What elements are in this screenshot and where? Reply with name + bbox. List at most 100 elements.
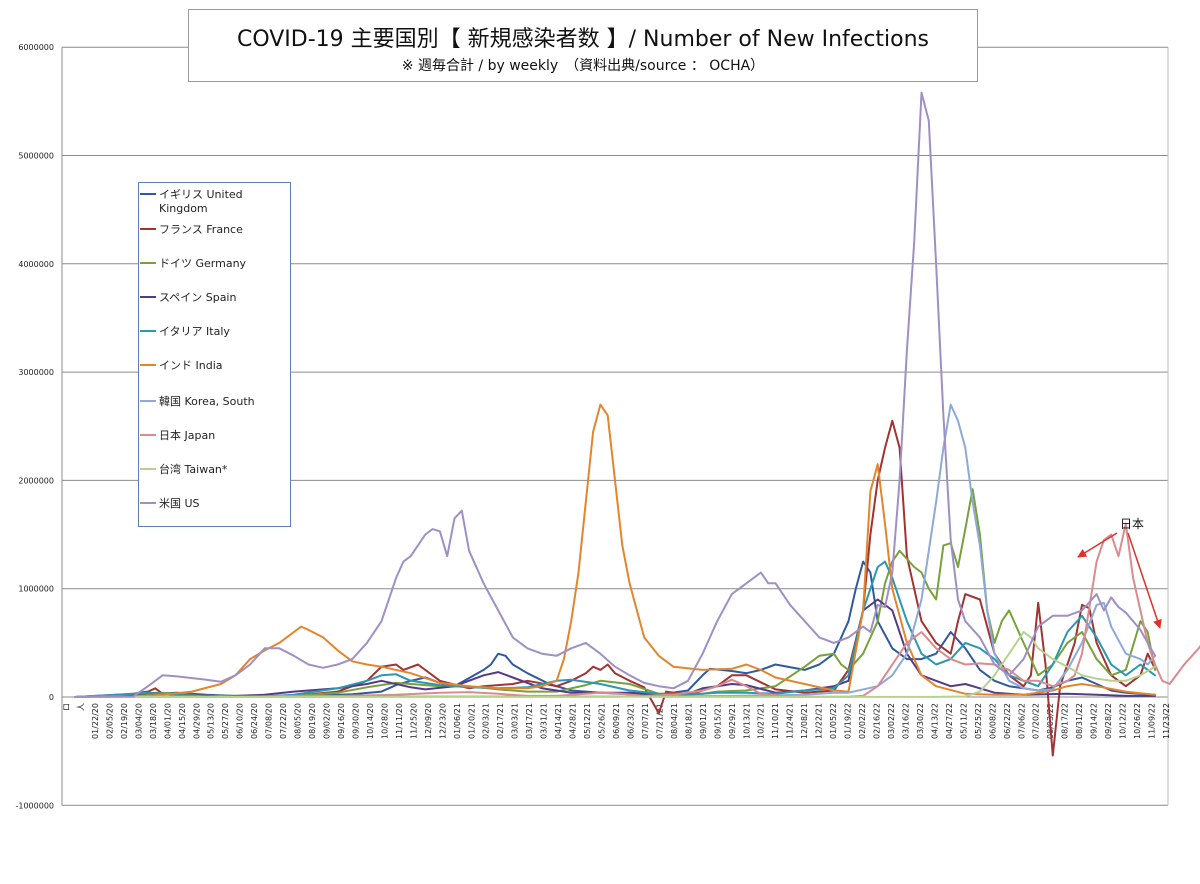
legend-item-korea: 韓国 Korea, South bbox=[140, 395, 271, 409]
legend-swatch bbox=[140, 262, 156, 264]
legend-label: スペイン Spain bbox=[159, 291, 237, 304]
x-tick-label: 11/09/22 bbox=[1148, 703, 1157, 739]
legend-swatch bbox=[140, 330, 156, 332]
y-tick-label: 6000000 bbox=[18, 43, 54, 52]
x-tick-label: 08/18/21 bbox=[684, 703, 693, 739]
x-tick-label: 12/09/20 bbox=[424, 703, 433, 739]
series-line-india bbox=[74, 403, 1156, 698]
x-tick-label: 02/03/21 bbox=[482, 703, 491, 739]
chart-title-box: COVID-19 主要国別【 新規感染者数 】/ Number of New I… bbox=[188, 9, 978, 82]
x-tick-label: 06/08/22 bbox=[988, 703, 997, 739]
x-tick-label: 04/29/20 bbox=[192, 703, 201, 739]
legend-label: インド India bbox=[159, 359, 223, 372]
x-tick-label: 07/20/22 bbox=[1032, 703, 1041, 739]
legend-label: 韓国 Korea, South bbox=[159, 395, 255, 408]
series-line-japan bbox=[74, 522, 1200, 698]
legend-item-spain: スペイン Spain bbox=[140, 291, 271, 305]
legend-item-italy: イタリア Italy bbox=[140, 325, 271, 339]
legend-label: 米国 US bbox=[159, 497, 200, 510]
x-tick-label: 07/06/22 bbox=[1017, 703, 1026, 739]
x-tick-label: 05/26/21 bbox=[598, 703, 607, 739]
legend-item-japan: 日本 Japan bbox=[140, 429, 271, 443]
x-tick-label: 07/07/21 bbox=[641, 703, 650, 739]
x-tick-label: 11/23/22 bbox=[1162, 703, 1171, 739]
x-tick-label: 09/30/20 bbox=[351, 703, 360, 739]
y-tick-label: 0 bbox=[49, 693, 54, 702]
legend-swatch bbox=[140, 434, 156, 436]
x-tick-label: 04/27/22 bbox=[945, 703, 954, 739]
legend-label: ドイツ Germany bbox=[159, 257, 247, 270]
y-tick-label: 4000000 bbox=[18, 260, 54, 269]
x-tick-label: 11/25/20 bbox=[409, 703, 418, 739]
legend-label: 日本 Japan bbox=[159, 429, 216, 442]
x-tick-label: 02/16/22 bbox=[873, 703, 882, 739]
x-tick-label: 12/22/21 bbox=[815, 703, 824, 739]
x-tick-label: 04/14/21 bbox=[554, 703, 563, 739]
x-tick-label: 10/27/21 bbox=[757, 703, 766, 739]
y-tick-label: -1000000 bbox=[15, 801, 54, 810]
x-tick-label: 02/05/20 bbox=[105, 703, 114, 739]
x-tick-label: 01/19/22 bbox=[844, 703, 853, 739]
x-tick-label: 11/11/20 bbox=[395, 703, 404, 739]
chart-title: COVID-19 主要国別【 新規感染者数 】/ Number of New I… bbox=[236, 27, 930, 52]
legend-label: イギリス United Kingdom bbox=[159, 188, 243, 215]
x-tick-label: 09/02/20 bbox=[323, 703, 332, 739]
x-axis: ロ人 01/22/20 02/05/20 02/19/20 03/04/20 03/18/… bbox=[62, 703, 1171, 739]
x-tick-label: 08/17/22 bbox=[1061, 703, 1070, 739]
x-tick-label: 01/05/22 bbox=[829, 703, 838, 739]
series-line-us bbox=[74, 91, 1156, 698]
x-tick-label: 06/23/21 bbox=[626, 703, 635, 739]
x-tick-label: 06/10/20 bbox=[236, 703, 245, 739]
legend-label: 台湾 Taiwan* bbox=[159, 463, 228, 476]
x-tick-label: 04/15/20 bbox=[178, 703, 187, 739]
x-tick-label: 02/02/22 bbox=[858, 703, 867, 739]
x-tick-label: 06/09/21 bbox=[612, 703, 621, 739]
x-tick-label: 10/28/20 bbox=[380, 703, 389, 739]
legend-item-uk: イギリス United Kingdom bbox=[140, 188, 271, 216]
series-line-taiwan bbox=[74, 631, 1156, 698]
x-tick-label: 04/28/21 bbox=[569, 703, 578, 739]
x-tick-label: 04/13/22 bbox=[930, 703, 939, 739]
legend-swatch bbox=[140, 400, 156, 402]
x-tick-label: 03/03/21 bbox=[511, 703, 520, 739]
series-line-germany bbox=[74, 488, 1156, 698]
legend-item-france: フランス France bbox=[140, 223, 271, 237]
x-tick-label: 09/29/21 bbox=[728, 703, 737, 739]
y-tick-label: 1000000 bbox=[18, 585, 54, 594]
x-tick-label: 09/28/22 bbox=[1104, 703, 1113, 739]
japan-annotation-arrows bbox=[1077, 532, 1162, 629]
x-tick-label: 03/18/20 bbox=[149, 703, 158, 739]
x-tick-label: 10/14/20 bbox=[366, 703, 375, 739]
x-tick-label: 01/06/21 bbox=[453, 703, 462, 739]
series-line-spain bbox=[74, 598, 1156, 698]
legend-item-india: インド India bbox=[140, 359, 271, 373]
x-tick-label: 06/22/22 bbox=[1003, 703, 1012, 739]
legend-item-us: 米国 US bbox=[140, 497, 271, 511]
x-tick-label: 01/22/20 bbox=[91, 703, 100, 739]
series-line-france bbox=[74, 419, 1156, 757]
x-tick-label: 08/31/22 bbox=[1075, 703, 1084, 739]
series-line-italy bbox=[74, 560, 1156, 698]
x-tick-label: 07/22/20 bbox=[279, 703, 288, 739]
x-tick-label: 01/20/21 bbox=[467, 703, 476, 739]
x-tick-label: 03/30/22 bbox=[916, 703, 925, 739]
x-tick-label: 08/19/20 bbox=[308, 703, 317, 739]
x-tick-label: 05/27/20 bbox=[221, 703, 230, 739]
x-tick-label: 12/08/21 bbox=[800, 703, 809, 739]
x-tick-label: 08/04/21 bbox=[670, 703, 679, 739]
legend-swatch bbox=[140, 468, 156, 470]
annotation-arrow bbox=[1077, 532, 1118, 558]
japan-annotation-label: 日本 bbox=[1120, 517, 1145, 531]
x-tick-label: 05/13/20 bbox=[207, 703, 216, 739]
x-tick-label: 03/16/22 bbox=[901, 703, 910, 739]
x-tick-label: 04/01/20 bbox=[163, 703, 172, 739]
x-tick-label: 02/19/20 bbox=[120, 703, 129, 739]
y-tick-label: 5000000 bbox=[18, 152, 54, 161]
x-tick-label: 03/02/22 bbox=[887, 703, 896, 739]
legend-swatch bbox=[140, 193, 156, 195]
legend-swatch bbox=[140, 296, 156, 298]
x-tick-label: 06/24/20 bbox=[250, 703, 259, 739]
x-tick-label: 12/23/20 bbox=[438, 703, 447, 739]
x-tick-label: 11/24/21 bbox=[786, 703, 795, 739]
legend-swatch bbox=[140, 502, 156, 504]
